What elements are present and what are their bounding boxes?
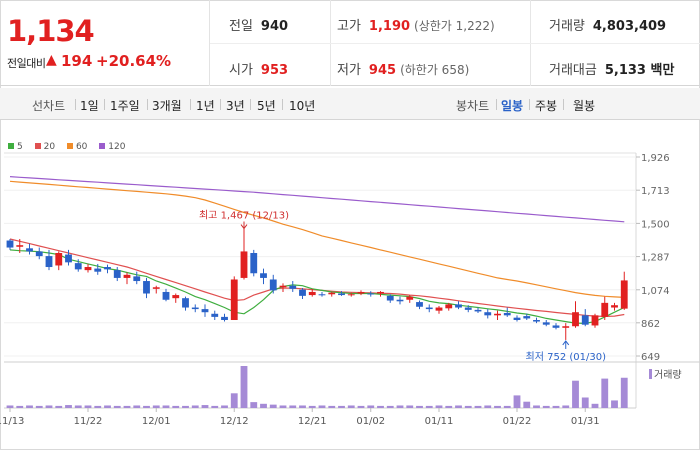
prev-close-value: 940 — [260, 19, 289, 34]
open-label: 시가 — [229, 63, 253, 78]
range-5y-button[interactable]: 5년 — [257, 99, 276, 113]
divider — [75, 99, 76, 110]
lower-limit: (하한가 658) — [400, 63, 470, 77]
ma-legend: 5 20 60 120 — [8, 142, 134, 152]
volume: 거래량 4,803,409 — [549, 15, 666, 34]
divider — [210, 43, 700, 44]
divider — [282, 99, 283, 110]
low-price: 저가 945 (하한가 658) — [337, 59, 469, 78]
high-value: 1,190 — [368, 19, 411, 34]
divider — [529, 99, 530, 110]
legend-swatch — [34, 143, 41, 149]
divider — [250, 99, 251, 110]
current-price: 1,134 — [7, 14, 95, 48]
divider — [147, 99, 148, 110]
legend-swatch — [66, 143, 73, 149]
change-label: 전일대비 — [7, 57, 46, 70]
range-3y-button[interactable]: 3년 — [226, 99, 245, 113]
divider — [220, 99, 221, 110]
range-1w-button[interactable]: 1주일 — [110, 99, 140, 113]
price-box: 1,134 전일대비 ▲ 194 +20.64% — [0, 0, 210, 86]
divider — [104, 99, 105, 110]
divider — [190, 99, 191, 110]
prev-close-label: 전일 — [229, 19, 253, 34]
divider — [563, 99, 564, 110]
legend-swatch — [99, 143, 106, 149]
prev-close: 전일 940 — [229, 15, 288, 34]
legend-swatch — [8, 143, 14, 149]
volume-value: 4,803,409 — [592, 19, 667, 34]
legend-item-ma20: 20 — [34, 142, 55, 152]
quote-panel: 1,134 전일대비 ▲ 194 +20.64% 전일 940 고가 1,190 (상… — [0, 0, 700, 86]
high-price: 고가 1,190 (상한가 1,222) — [337, 15, 495, 34]
low-value: 945 — [368, 63, 397, 78]
divider — [496, 99, 497, 110]
low-label: 저가 — [337, 63, 361, 78]
range-3m-button[interactable]: 3개월 — [152, 99, 182, 113]
candle-chart-label[interactable]: 봉차트 — [456, 99, 490, 113]
chart-toolbar: 선차트 1일 1주일 3개월 1년 3년 5년 10년 봉차트 일봉 주봉 월봉 — [0, 88, 700, 120]
period-monthly-button[interactable]: 월봉 — [573, 99, 596, 113]
legend-item-ma120: 120 — [99, 142, 125, 152]
range-1d-button[interactable]: 1일 — [80, 99, 99, 113]
period-weekly-button[interactable]: 주봉 — [535, 99, 558, 113]
period-daily-button[interactable]: 일봉 — [501, 99, 524, 113]
high-label: 고가 — [337, 19, 361, 34]
range-10y-button[interactable]: 10년 — [289, 99, 316, 113]
line-chart-label[interactable]: 선차트 — [32, 99, 66, 113]
open-value: 953 — [260, 63, 289, 78]
volume-label: 거래량 — [549, 19, 585, 34]
legend-item-ma5: 5 — [8, 142, 23, 152]
trade-amount: 거래대금 5,133 백만 — [549, 59, 674, 78]
change-percent: +20.64% — [96, 52, 172, 70]
upper-limit: (상한가 1,222) — [414, 19, 495, 33]
change-value: 194 — [61, 52, 93, 70]
open-price: 시가 953 — [229, 59, 288, 78]
amount-label: 거래대금 — [549, 63, 597, 78]
amount-value: 5,133 백만 — [604, 63, 675, 78]
range-1y-button[interactable]: 1년 — [196, 99, 215, 113]
legend-item-ma60: 60 — [66, 142, 87, 152]
up-arrow-icon: ▲ — [46, 52, 57, 68]
